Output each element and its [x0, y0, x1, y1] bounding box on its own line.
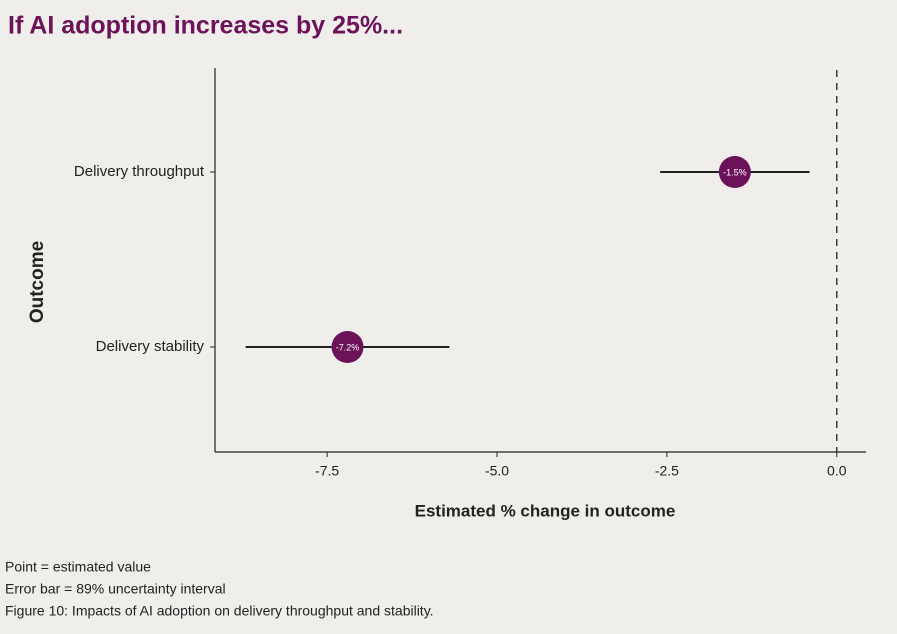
y-tick-label: Delivery stability	[96, 338, 205, 355]
footnote: Figure 10: Impacts of AI adoption on del…	[5, 603, 434, 619]
point	[331, 331, 364, 363]
y-axis-label: Outcome	[27, 241, 48, 323]
data-label: -7.2%	[336, 342, 360, 352]
x-tick-label: -5.0	[485, 463, 509, 479]
footnote: Error bar = 89% uncertainty interval	[5, 581, 226, 597]
x-axis-label: Estimated % change in outcome	[415, 501, 676, 520]
point	[718, 156, 751, 188]
footnote: Point = estimated value	[5, 559, 151, 575]
data-label: -1.5%	[723, 167, 747, 177]
chart-title: If AI adoption increases by 25%...	[8, 12, 403, 40]
y-tick-label: Delivery throughput	[74, 163, 205, 180]
x-tick-label: 0.0	[827, 463, 847, 479]
x-tick-label: -7.5	[315, 463, 339, 479]
x-tick-label: -2.5	[655, 463, 679, 479]
